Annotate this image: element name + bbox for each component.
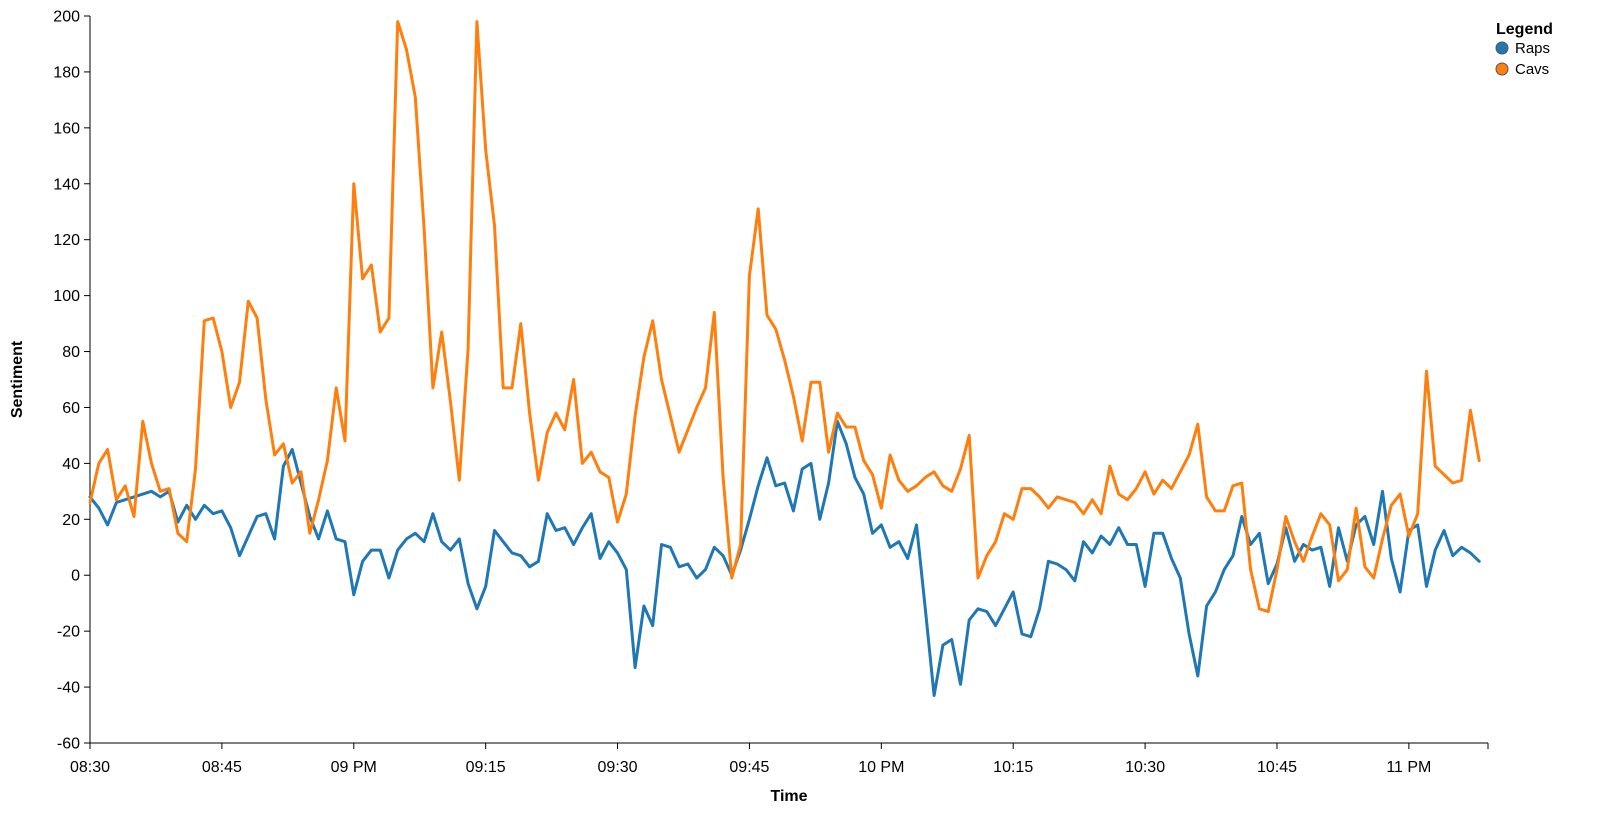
y-tick-label: 200: [53, 9, 80, 26]
y-tick-label: 0: [71, 568, 80, 585]
y-tick-label: 20: [62, 512, 80, 529]
series-line-cavs: [88, 20, 1481, 614]
legend-label-cavs: Cavs: [1515, 61, 1549, 78]
legend-swatch-cavs: [1495, 62, 1509, 76]
y-tick-label: 140: [53, 176, 80, 193]
x-tick-label: 11 PM: [1386, 759, 1431, 776]
x-tick-label: 08:45: [202, 759, 242, 776]
legend-title: Legend: [1496, 21, 1553, 38]
x-tick-label: 10:45: [1257, 759, 1297, 776]
series-layer: [88, 20, 1481, 697]
legend: Legend Raps Cavs: [1495, 21, 1553, 78]
x-tick-label: 08:30: [70, 759, 110, 776]
legend-swatch-raps: [1495, 41, 1509, 55]
y-tick-label: 160: [53, 120, 80, 137]
x-tick-label: 10 PM: [858, 759, 904, 776]
x-axis-title: Time: [770, 788, 807, 805]
x-tick-label: 09:30: [598, 759, 638, 776]
y-tick-label: 100: [53, 288, 80, 305]
y-tick-label: 60: [62, 400, 80, 417]
x-axis: 08:30 08:45 09 PM 09:15 09:30 09:45 10 PM 10:15…: [70, 742, 1489, 776]
x-tick-label: 10:15: [993, 759, 1033, 776]
y-tick-label: 120: [53, 232, 80, 249]
legend-label-raps: Raps: [1515, 40, 1550, 57]
y-axis: -60 -40 -20 0 20 40 60 80 100 120 140 160 180 200: [53, 9, 91, 753]
x-tick-label: 09:45: [729, 759, 769, 776]
y-tick-label: -60: [57, 736, 80, 753]
x-tick-label: 10:30: [1125, 759, 1165, 776]
y-tick-label: -20: [57, 624, 80, 641]
y-tick-label: 40: [62, 456, 80, 473]
x-tick-label: 09 PM: [331, 759, 377, 776]
y-axis-title: Sentiment: [9, 340, 26, 418]
x-tick-label: 09:15: [466, 759, 506, 776]
y-tick-label: 80: [62, 344, 80, 361]
y-tick-label: 180: [53, 64, 80, 81]
series-line-raps: [88, 419, 1481, 697]
y-tick-label: -40: [57, 680, 80, 697]
